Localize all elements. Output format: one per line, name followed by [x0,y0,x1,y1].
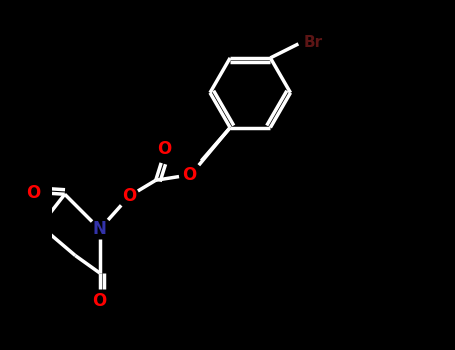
Text: O: O [157,140,172,158]
Text: O: O [93,292,107,310]
Text: Br: Br [303,35,323,50]
Text: O: O [182,166,196,184]
Text: N: N [93,220,106,238]
Text: O: O [26,183,40,202]
Text: O: O [122,187,136,205]
